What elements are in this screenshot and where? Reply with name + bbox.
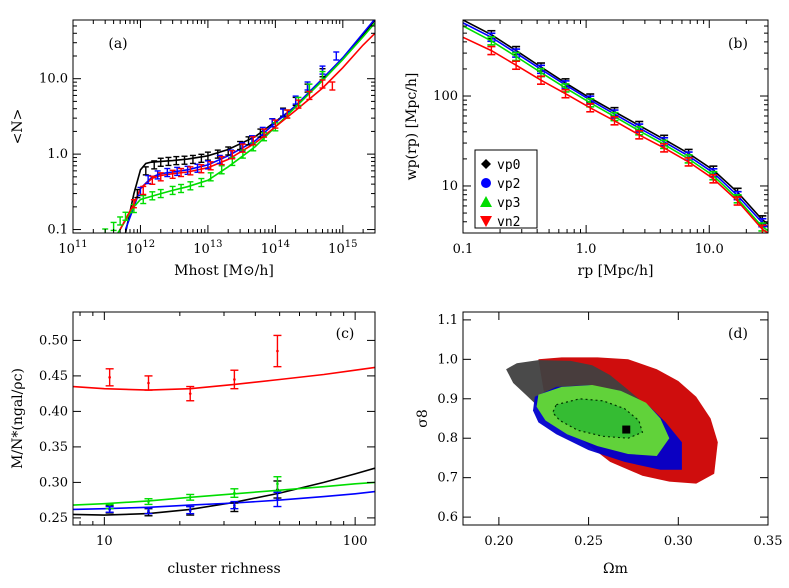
best-fit-marker bbox=[622, 425, 631, 434]
curve-vp3 bbox=[73, 481, 375, 506]
y-axis-label: wp(rp) [Mpc/h] bbox=[404, 73, 420, 181]
plot-area bbox=[73, 334, 375, 517]
point-vn2 bbox=[147, 381, 150, 385]
axes-frame bbox=[72, 311, 376, 526]
y-tick-label: 0.40 bbox=[39, 404, 68, 419]
y-tick-label: 10.0 bbox=[39, 72, 68, 87]
panel-label: (b) bbox=[728, 36, 748, 52]
curve-vn2 bbox=[119, 32, 375, 230]
x-tick-label: 100 bbox=[343, 534, 368, 549]
y-axis-label: <N> bbox=[10, 109, 26, 145]
axes-frame bbox=[462, 311, 769, 526]
x-tick-label: 1015 bbox=[328, 239, 357, 257]
curve-vp2 bbox=[463, 22, 768, 228]
legend-marker-vp2 bbox=[481, 178, 491, 188]
curve-vp0 bbox=[463, 20, 768, 225]
y-tick-label: 0.9 bbox=[437, 392, 458, 407]
x-tick-label: 0.1 bbox=[453, 242, 474, 257]
y-tick-label: 0.35 bbox=[39, 440, 68, 455]
x-axis-label: rp [Mpc/h] bbox=[578, 263, 654, 279]
legend-label-vp0: vp0 bbox=[497, 158, 520, 173]
panel-3: 10 100 0.25 0.30 0.35 0.40 0.45 0.50 (c) cluster … bbox=[10, 311, 376, 577]
point-vp2 bbox=[108, 508, 111, 511]
legend-label-vp2: vp2 bbox=[497, 177, 520, 192]
x-tick-label: 0.30 bbox=[664, 534, 693, 549]
y-tick-label: 0.25 bbox=[39, 511, 68, 526]
legend-marker-vp0 bbox=[481, 159, 491, 169]
y-tick-label: 0.30 bbox=[39, 475, 68, 490]
plot-area bbox=[506, 357, 718, 484]
curve-vp3 bbox=[116, 22, 375, 233]
curve-vn2 bbox=[73, 366, 375, 391]
x-tick-label: 0.25 bbox=[574, 534, 603, 549]
y-tick-label: 0.1 bbox=[47, 223, 68, 238]
point-vn2 bbox=[233, 378, 236, 381]
x-tick-label: 0.35 bbox=[754, 534, 783, 549]
y-tick-label: 0.8 bbox=[437, 431, 458, 446]
point-vn2 bbox=[108, 376, 111, 379]
point-vp3 bbox=[147, 500, 150, 503]
plot-area bbox=[102, 20, 375, 233]
point-vp2 bbox=[188, 508, 192, 512]
panel-4: 0.20 0.25 0.30 0.35 0.6 0.7 0.8 0.9 1.0 1.1 (d) Ωm σ… bbox=[415, 311, 783, 577]
axes-frame bbox=[72, 19, 376, 234]
legend-marker-vn2 bbox=[480, 216, 492, 227]
x-axis-label: Mhost [M⊙/h] bbox=[174, 263, 274, 279]
panel-2: 0.1 1.0 10.0 10 100 (b) rp [Mpc/h] wp(rp) [Mpc/… bbox=[404, 19, 769, 279]
x-tick-label: 10 bbox=[96, 534, 113, 549]
x-axis-label: cluster richness bbox=[167, 561, 280, 577]
y-tick-label: 1.1 bbox=[437, 313, 458, 328]
curve-vp3 bbox=[463, 25, 768, 232]
y-tick-label: 10 bbox=[441, 179, 458, 194]
y-tick-label: 0.50 bbox=[39, 333, 68, 348]
point-vn2 bbox=[188, 392, 192, 395]
y-axis-label: σ8 bbox=[415, 409, 431, 427]
x-tick-label: 0.20 bbox=[484, 534, 513, 549]
legend-marker-vp3 bbox=[480, 196, 492, 207]
plot-area bbox=[463, 20, 768, 233]
x-tick-label: 1013 bbox=[193, 239, 222, 257]
x-tick-label: 1.0 bbox=[576, 242, 597, 257]
point-vn2 bbox=[276, 349, 279, 353]
curve-vn2 bbox=[463, 36, 768, 233]
x-tick-label: 10.0 bbox=[695, 242, 724, 257]
y-tick-label: 100 bbox=[433, 89, 458, 104]
y-axis-label: M/N*(ngal/ρc) bbox=[10, 368, 26, 469]
contour-dotted bbox=[551, 398, 644, 439]
point-vp3 bbox=[188, 496, 192, 499]
point-vp2 bbox=[147, 509, 150, 513]
point-vp3 bbox=[233, 491, 236, 495]
legend-label-vn2: vn2 bbox=[497, 215, 520, 230]
x-tick-label: 1011 bbox=[58, 239, 87, 257]
panel-label: (c) bbox=[336, 326, 355, 342]
x-axis-label: Ωm bbox=[603, 561, 628, 577]
point-vp3 bbox=[276, 482, 279, 486]
y-tick-label: 0.7 bbox=[437, 471, 458, 486]
legend-label-vp3: vp3 bbox=[497, 196, 520, 211]
point-vp2 bbox=[276, 498, 279, 501]
panel-label: (d) bbox=[728, 326, 748, 342]
y-tick-label: 0.45 bbox=[39, 369, 68, 384]
x-tick-label: 1014 bbox=[261, 239, 290, 257]
panel-1: 1011 1012 1013 1014 1015 0.1 1.0 10.0 (a) Mhost [… bbox=[10, 19, 376, 279]
point-vp2 bbox=[233, 503, 236, 507]
panel-label: (a) bbox=[108, 36, 127, 52]
y-tick-label: 0.6 bbox=[437, 510, 458, 525]
y-tick-label: 1.0 bbox=[47, 147, 68, 162]
legend: vp0 vp2 vp3 vn2 bbox=[474, 149, 538, 230]
axes-frame bbox=[462, 19, 769, 234]
y-tick-label: 1.0 bbox=[437, 352, 458, 367]
x-tick-label: 1012 bbox=[126, 239, 155, 257]
